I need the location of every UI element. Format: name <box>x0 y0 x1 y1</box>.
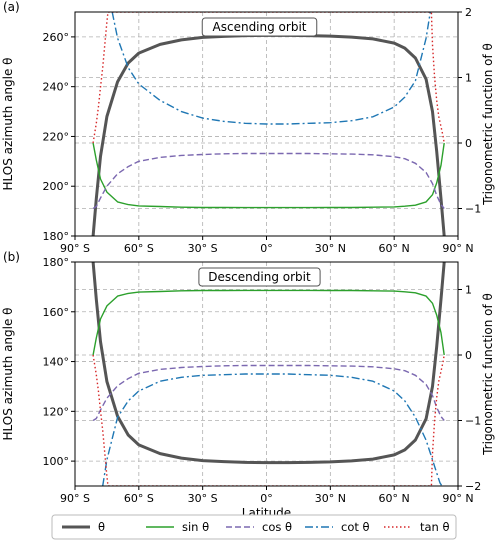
y2-tick-label: 1 <box>465 71 472 84</box>
x-tick-label: 60° S <box>124 492 154 505</box>
chart-title: Descending orbit <box>208 270 311 284</box>
y2-tick-label: 0 <box>465 137 472 150</box>
x-tick-label: 0° <box>260 242 273 255</box>
y-tick-label: 160° <box>43 306 70 319</box>
legend-label: θ <box>98 520 105 534</box>
y-tick-label: 100° <box>43 455 70 468</box>
panel-ascending: 90° S 60° S 30° S 0° 30° N 60° N 90° N 180° 200°… <box>1 0 495 255</box>
series-line-sin-theta <box>92 289 445 356</box>
title-box <box>201 17 318 37</box>
title-box <box>198 267 321 287</box>
legend-label: sin θ <box>182 520 209 534</box>
series-line-cos-theta <box>92 152 445 210</box>
series-group <box>91 12 446 236</box>
y2-tick-label: −2 <box>465 480 481 493</box>
legend: θ sin θ cos θ cot θ tan θ <box>51 514 457 540</box>
y2-tick-label: −1 <box>465 202 481 215</box>
legend-label: cos θ <box>262 520 292 534</box>
series-line-cot-theta <box>102 373 443 486</box>
y-tick-label: 260° <box>43 31 70 44</box>
chart-title: Ascending orbit <box>213 20 307 34</box>
x-tick-label: 60° N <box>379 242 410 255</box>
y2-axis-label: Trigonometric function of θ <box>481 43 495 206</box>
y2-tick-label: −1 <box>465 415 481 428</box>
panel-label: (a) <box>3 0 20 14</box>
x-tick-label: 30° S <box>188 242 218 255</box>
series-line-tan-theta <box>92 12 445 144</box>
y2-tick-label: 2 <box>465 6 472 19</box>
panel-label: (b) <box>3 250 20 264</box>
y2-tick-label: 1 <box>465 284 472 297</box>
x-tick-label: 90° S <box>60 242 90 255</box>
y-axis-label: HLOS azimuth angle θ <box>1 57 15 190</box>
series-line-tan-theta <box>92 354 445 486</box>
x-tick-label: 90° S <box>60 492 90 505</box>
y-tick-label: 180° <box>43 256 70 269</box>
legend-label: cot θ <box>341 520 370 534</box>
x-tick-label: 90° N <box>442 492 473 505</box>
series-line-theta <box>91 262 446 465</box>
panel-descending: 90° S 60° S 30° S 0° 30° N 60° N 90° N 100° 120°… <box>1 250 495 520</box>
x-tick-label: 30° N <box>315 242 346 255</box>
y2-tick-label: 0 <box>465 349 472 362</box>
series-line-sin-theta <box>92 142 445 209</box>
y-tick-label: 240° <box>43 81 70 94</box>
y-tick-label: 220° <box>43 130 70 143</box>
x-tick-label: 90° N <box>442 242 473 255</box>
series-group <box>91 262 446 486</box>
x-tick-label: 30° S <box>188 492 218 505</box>
x-tick-label: 0° <box>260 492 273 505</box>
legend-label: tan θ <box>420 520 450 534</box>
y-axis-label: HLOS azimuth angle θ <box>1 307 15 440</box>
x-tick-label: 60° S <box>124 242 154 255</box>
y-tick-label: 140° <box>43 356 70 369</box>
x-tick-label: 30° N <box>315 492 346 505</box>
y-tick-label: 200° <box>43 180 70 193</box>
series-line-cos-theta <box>92 364 445 422</box>
y-tick-label: 180° <box>43 230 70 243</box>
x-tick-label: 60° N <box>379 492 410 505</box>
y-tick-label: 120° <box>43 405 70 418</box>
y2-axis-label: Trigonometric function of θ <box>481 293 495 456</box>
series-line-cot-theta <box>111 12 431 125</box>
